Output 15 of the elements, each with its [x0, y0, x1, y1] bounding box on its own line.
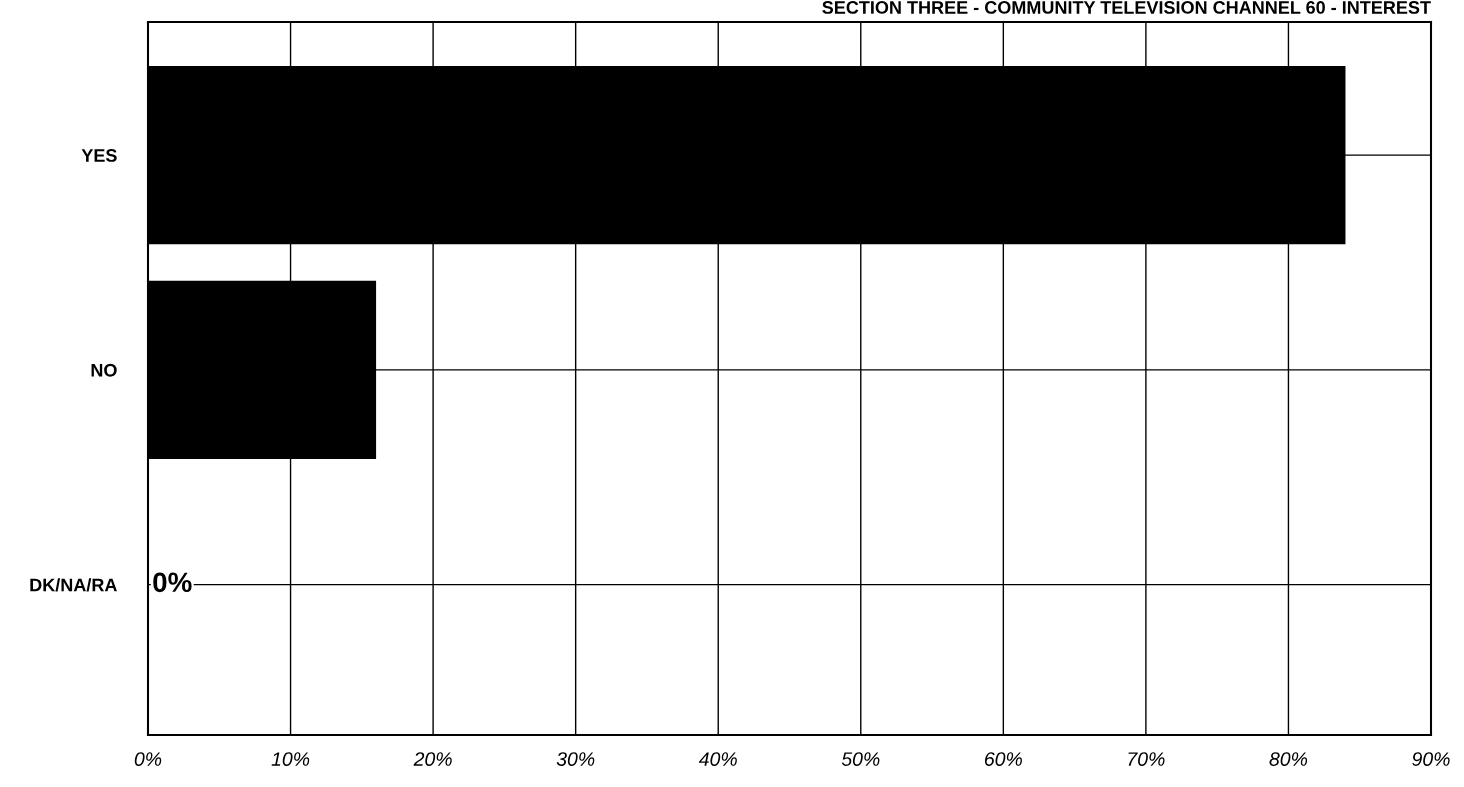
x-tick-label: 20%	[413, 752, 452, 766]
x-tick-label: 70%	[1128, 752, 1165, 766]
x-tick-label: 80%	[1269, 752, 1308, 766]
y-tick-label: NO	[91, 363, 117, 377]
chart-title: SECTION THREE - COMMUNITY TELEVISION CHANNEL 60 - INTEREST	[822, 1, 1431, 14]
y-tick-label: YES	[81, 149, 117, 162]
x-tick-label: 0%	[134, 752, 162, 766]
x-tick-label: 50%	[841, 752, 880, 766]
y-tick-label: DK/NA/RA	[30, 578, 117, 592]
x-tick-label: 90%	[1412, 752, 1450, 766]
x-tick-label: 10%	[271, 752, 310, 766]
x-tick-label: 60%	[984, 752, 1022, 766]
data-label: 0%	[153, 572, 192, 593]
x-tick-label: 40%	[698, 752, 737, 766]
x-tick-label: 30%	[556, 752, 595, 766]
